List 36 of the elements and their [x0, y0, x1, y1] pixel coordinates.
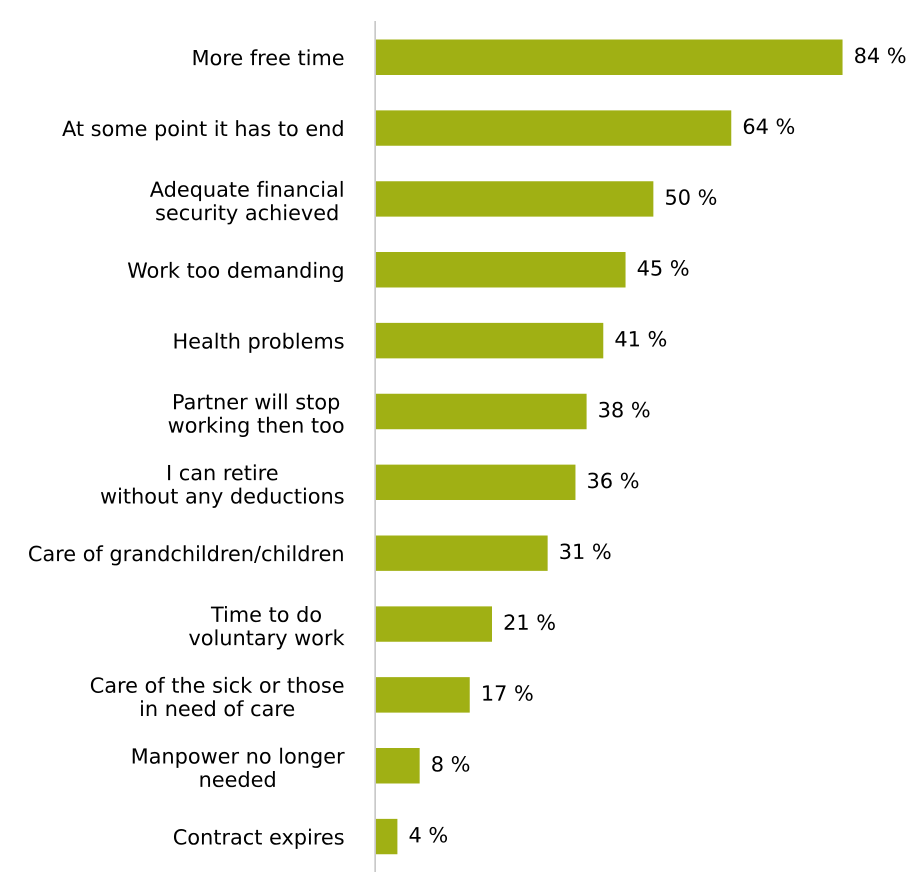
data-label: 4 % — [410, 826, 448, 843]
data-label: 31 % — [560, 543, 611, 560]
bar — [375, 677, 470, 713]
data-label: 84 % — [855, 48, 906, 64]
data-label: 45 % — [638, 260, 688, 276]
y-tick-label: Care of the sick or those in need of care — [90, 676, 344, 716]
data-label: 8 % — [432, 756, 470, 772]
y-tick-label: Work too demanding — [128, 262, 343, 282]
y-tick-label: Partner will stop working then too — [168, 393, 344, 437]
data-label: 50 % — [666, 189, 716, 205]
y-tick-label: Time to do voluntary work — [189, 606, 345, 650]
y-tick-label: Contract expires — [174, 828, 344, 849]
y-tick-label: Adequate financial security achieved — [150, 180, 343, 224]
bar — [375, 40, 843, 75]
bar — [375, 464, 576, 500]
bar — [375, 252, 626, 288]
data-label: 64 % — [744, 118, 794, 134]
y-tick-label: Manpower no longer needed — [132, 748, 345, 788]
data-label: 38 % — [599, 402, 650, 418]
bar — [375, 606, 492, 642]
data-label: 41 % — [615, 330, 666, 347]
bar — [375, 322, 604, 358]
y-tick-label: Health problems — [174, 332, 344, 353]
bar — [375, 181, 654, 217]
bar — [375, 748, 420, 784]
data-label: 17 % — [483, 685, 533, 701]
bar — [375, 535, 548, 571]
y-tick-label: I can retire without any deductions — [100, 464, 344, 508]
bar — [375, 110, 732, 146]
data-label: 36 % — [588, 472, 638, 488]
y-tick-label: More free time — [194, 49, 344, 66]
bar — [375, 394, 587, 430]
y-tick-label: At some point it has to end — [62, 120, 343, 140]
y-tick-label: Care of grandchildren/children — [29, 545, 343, 566]
data-label: 21 % — [504, 614, 555, 630]
bar — [375, 818, 398, 854]
